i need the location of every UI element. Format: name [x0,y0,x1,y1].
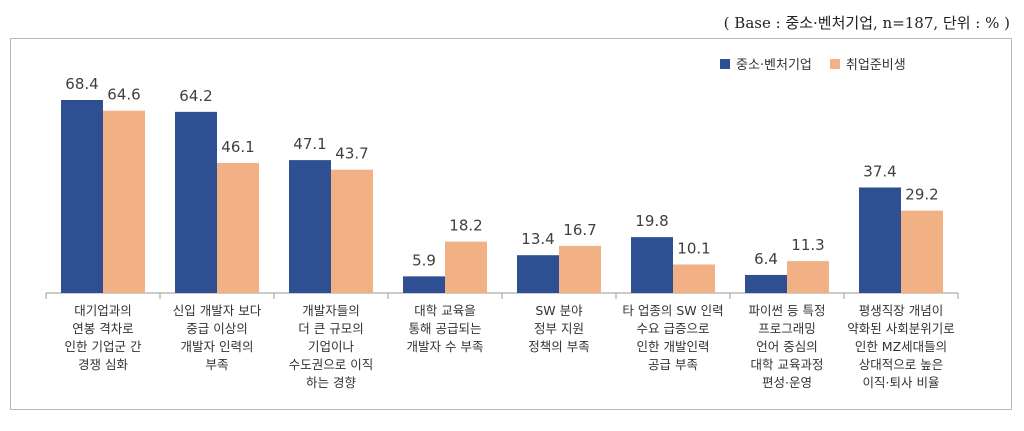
bar-series2 [445,241,487,293]
data-label: 64.6 [107,86,140,104]
bar-series2 [673,264,715,293]
category-label: 타 업종의 SW 인력 수요 급증으로 인한 개발인력 공급 부족 [622,303,723,372]
data-label: 46.1 [221,138,254,156]
data-label: 64.2 [179,87,212,105]
category-label: 대학 교육을 통해 공급되는 개발자 수 부족 [407,303,484,354]
data-label: 18.2 [449,217,482,235]
data-label: 11.3 [791,236,824,254]
category-label: 평생직장 개념이 약화된 사회분위기로 인한 MZ세대들의 상대적으로 높은 이직·퇴사… [847,303,954,390]
data-label: 68.4 [65,75,98,93]
bar-series2 [901,210,943,293]
bar-series2 [331,169,373,293]
data-label: 6.4 [754,250,778,268]
chart-frame [10,38,1012,410]
bar-series1 [631,237,673,293]
bar-series1 [289,160,331,293]
bar-series2 [559,245,601,293]
bar-series1 [61,100,103,293]
chart-legend: 중소·벤처기업 취업준비생 [720,54,906,73]
legend-item-series1: 중소·벤처기업 [720,54,812,73]
legend-swatch-series1 [720,58,730,69]
bar-series1 [175,111,217,293]
category-label: SW 분야 정부 지원 정책의 부족 [528,303,589,354]
legend-item-series2: 취업준비생 [829,54,906,73]
bar-series2 [787,261,829,293]
data-label: 37.4 [863,162,896,180]
data-label: 5.9 [412,251,436,269]
legend-label-series2: 취업준비생 [845,58,906,73]
data-label: 47.1 [293,135,326,153]
category-label: 신입 개발자 보다 중급 이상의 개발자 인력의 부족 [173,303,262,372]
category-label: 개발자들의 더 큰 규모의 기업이나 수도권으로 이직 하는 경향 [289,303,373,390]
data-label: 10.1 [677,240,710,258]
bar-series2 [103,110,145,293]
bar-series1 [859,187,901,293]
data-label: 16.7 [563,221,596,239]
data-label: 13.4 [521,230,554,248]
data-label: 29.2 [905,186,938,204]
base-note: ( Base : 중소·벤처기업, n=187, 단위 : % ) [723,14,1010,32]
data-label: 43.7 [335,145,368,163]
legend-swatch-series2 [829,58,840,69]
bar-series1 [745,274,787,293]
category-label: 파이썬 등 특정 프로그래밍 언어 중심의 대학 교육과정 편성·운영 [749,303,826,390]
data-label: 19.8 [635,212,668,230]
legend-label-series1: 중소·벤처기업 [736,58,812,73]
bar-series1 [517,255,559,293]
bar-series1 [403,276,445,293]
category-label: 대기업과의 연봉 격차로 인한 기업군 간 경쟁 심화 [65,303,142,372]
bar-series2 [217,162,259,293]
